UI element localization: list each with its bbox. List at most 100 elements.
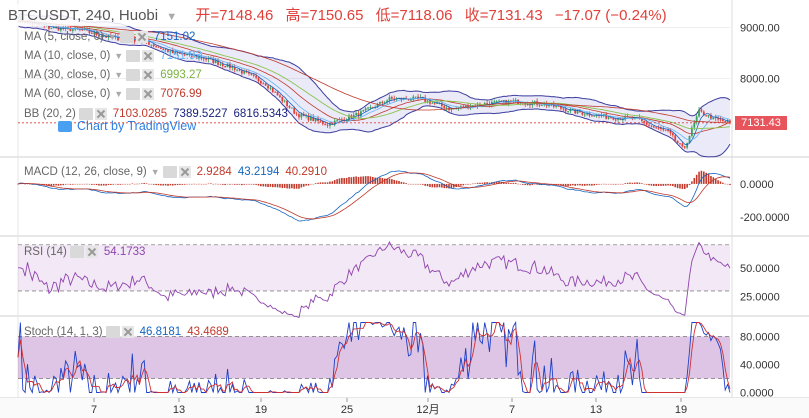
- macd-hist-bar: [431, 183, 434, 188]
- close-icon[interactable]: [178, 166, 191, 178]
- macd-hist-bar: [493, 181, 496, 184]
- macd-hist-bar: [71, 183, 74, 185]
- candle-body: [719, 119, 722, 121]
- macd-hist-bar: [131, 183, 134, 184]
- ma5-value: 7151.02: [153, 31, 196, 43]
- macd-hist-bar: [324, 182, 326, 184]
- rsi-tick-label-1: 50.0000: [740, 263, 780, 275]
- macd-hist-bar: [703, 171, 705, 184]
- gear-icon[interactable]: [105, 326, 120, 338]
- candle-body: [57, 27, 60, 31]
- gear-icon[interactable]: [126, 50, 141, 62]
- macd-hist-bar: [188, 183, 191, 185]
- candle-body: [150, 44, 153, 46]
- candle-body: [629, 117, 631, 119]
- macd-hist-bar: [112, 183, 115, 185]
- chevron-down-icon[interactable]: ▼: [114, 51, 124, 61]
- macd-hist-bar: [367, 176, 369, 184]
- close-icon[interactable]: [94, 108, 107, 120]
- chevron-down-icon[interactable]: ▼: [166, 11, 178, 23]
- gear-icon[interactable]: [78, 108, 93, 120]
- indicator-ma60[interactable]: MA (60, close, 0) ▼ 7076.99: [24, 86, 202, 102]
- macd-hist-bar: [655, 183, 657, 187]
- candle-body: [221, 64, 224, 66]
- candle-body: [688, 135, 691, 144]
- tradingview-watermark[interactable]: Chart by TradingView: [58, 119, 196, 133]
- close-icon[interactable]: [142, 50, 155, 62]
- macd-hist-bar: [319, 182, 322, 184]
- candle-body: [567, 111, 569, 112]
- indicator-ma30[interactable]: MA (30, close, 0) ▼ 6993.27: [24, 67, 202, 83]
- candle-body: [355, 113, 358, 115]
- candle-body: [648, 124, 650, 126]
- candle-body: [93, 32, 96, 34]
- candle-body: [495, 100, 498, 102]
- last-price-tag: 7131.43: [735, 115, 787, 130]
- gear-icon[interactable]: [119, 31, 134, 43]
- candle-body: [526, 104, 529, 106]
- candle-body: [164, 48, 167, 50]
- candle-body: [307, 115, 310, 121]
- close-icon[interactable]: [142, 88, 155, 100]
- gear-icon[interactable]: [162, 166, 177, 178]
- candle-body: [205, 58, 208, 60]
- macd-hist-bar: [224, 183, 226, 186]
- indicator-macd[interactable]: MACD (12, 26, close, 9) ▼ 2.9284 43.2194…: [24, 164, 327, 180]
- chevron-down-icon[interactable]: ▼: [107, 32, 117, 42]
- tradingview-logo-icon: [58, 120, 72, 132]
- chevron-down-icon[interactable]: ▼: [114, 70, 124, 80]
- close-icon[interactable]: [142, 69, 155, 81]
- candle-body: [300, 113, 303, 118]
- indicator-rsi[interactable]: RSI (14) 54.1733: [24, 244, 145, 260]
- candle-body: [610, 117, 612, 119]
- candle-body: [326, 124, 329, 126]
- close-icon[interactable]: [135, 31, 148, 43]
- macd-hist-bar: [210, 183, 212, 184]
- indicator-bb[interactable]: BB (20, 2) 7103.0285 7389.5227 6816.5343: [24, 106, 288, 122]
- macd-hist-bar: [631, 182, 634, 184]
- candle-body: [98, 34, 100, 37]
- macd-hist-bar: [200, 183, 203, 185]
- chevron-down-icon[interactable]: ▼: [114, 89, 124, 99]
- gear-icon[interactable]: [126, 69, 141, 81]
- time-tick-label-5: 7: [509, 404, 515, 416]
- macd-hist-bar: [207, 183, 210, 185]
- close-icon[interactable]: [121, 326, 134, 338]
- macd-hist-bar: [293, 183, 296, 189]
- macd-hist-bar: [479, 182, 481, 184]
- macd-hist-bar: [593, 183, 596, 186]
- macd-hist-bar: [83, 183, 86, 185]
- macd-hist-bar: [450, 183, 453, 189]
- macd-hist-bar: [674, 183, 677, 188]
- gear-icon[interactable]: [69, 246, 84, 258]
- indicator-stoch[interactable]: Stoch (14, 1, 3) 46.8181 43.4689: [24, 324, 229, 340]
- indicator-ma5[interactable]: MA (5, close, 0) ▼ 7151.02: [24, 29, 195, 45]
- interval-label[interactable]: 240: [85, 7, 111, 24]
- macd-hist-bar: [664, 183, 667, 186]
- gear-icon[interactable]: [126, 88, 141, 100]
- macd-hist-bar: [181, 183, 184, 185]
- macd-hist-bar: [233, 183, 236, 185]
- macd-hist-bar: [476, 182, 479, 184]
- macd-hist-bar: [276, 183, 279, 188]
- macd-hist-bar: [643, 183, 646, 185]
- macd-hist-bar: [395, 180, 398, 184]
- candle-body: [276, 91, 279, 96]
- macd-hist-bar: [333, 180, 336, 184]
- close-icon[interactable]: [85, 246, 98, 258]
- indicator-ma10[interactable]: MA (10, close, 0) ▼ 7151.93: [24, 48, 202, 64]
- bb-label: BB (20, 2): [24, 108, 76, 120]
- candle-body: [471, 105, 474, 107]
- ma5-label: MA (5, close, 0): [24, 31, 104, 43]
- candle-body: [643, 120, 646, 123]
- chevron-down-icon[interactable]: ▼: [150, 167, 160, 177]
- macd-hist-bar: [510, 182, 512, 184]
- candle-body: [179, 53, 181, 54]
- macd-hist-bar: [681, 183, 684, 189]
- macd-hist-bar: [717, 180, 719, 184]
- candle-body: [162, 48, 165, 50]
- candle-body: [407, 99, 410, 101]
- candle-body: [102, 36, 105, 38]
- symbol-label[interactable]: BTCUSDT: [8, 7, 78, 24]
